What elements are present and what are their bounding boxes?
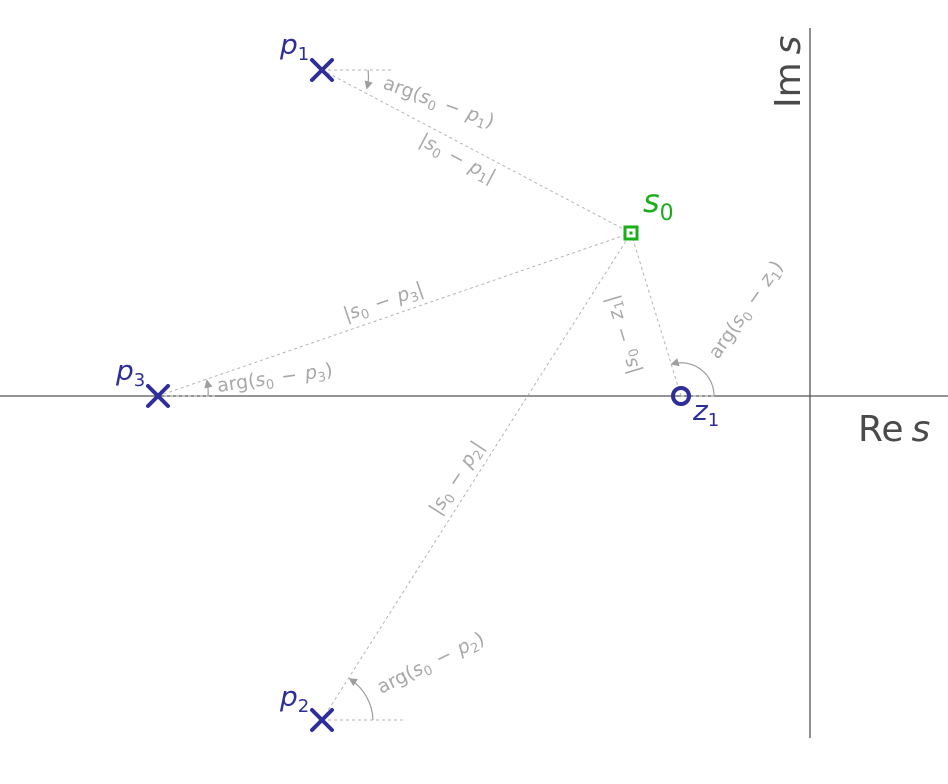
real-axis-label: Re s <box>858 409 930 450</box>
magnitude-label-p2: |s0−p2| <box>425 437 491 520</box>
magnitude-label-z1: |s0−z1| <box>600 292 648 377</box>
magnitude-label-p1: |s0−p1| <box>414 129 499 190</box>
pole-label-p1: p1 <box>279 28 309 65</box>
angle-arc-z1 <box>670 358 715 397</box>
pole-marker-p2 <box>310 708 334 732</box>
zero-label-z1: z1 <box>692 394 719 431</box>
angle-arc-p1 <box>364 69 373 90</box>
magnitude-label-p3: |s0−p3| <box>340 278 427 329</box>
pole-marker-p1 <box>310 58 334 82</box>
zero-marker-z1 <box>671 386 691 406</box>
angle-label-p2: arg(s0−p2) <box>374 628 490 702</box>
imag-axis-label: Ims <box>768 36 809 108</box>
angle-arc-p3 <box>204 379 213 397</box>
vector-s0-p2 <box>321 232 632 721</box>
angle-label-p3: arg(s0− p3) <box>216 359 335 400</box>
angle-label-p1: arg(s0 −p1) <box>379 72 497 135</box>
pole-label-p2: p2 <box>279 680 309 717</box>
test-point-dot <box>629 231 633 235</box>
vector-s0-p3 <box>157 232 632 397</box>
test-point-label-s0: s0 <box>643 182 674 226</box>
pole-label-p3: p3 <box>115 354 145 391</box>
pole-marker-p3 <box>146 384 170 408</box>
angle-arc-p2 <box>348 678 374 721</box>
vector-s0-p1 <box>321 69 632 234</box>
vector-s0-z1 <box>630 232 682 397</box>
angle-label-z1: arg(s0−z1) <box>704 257 790 365</box>
